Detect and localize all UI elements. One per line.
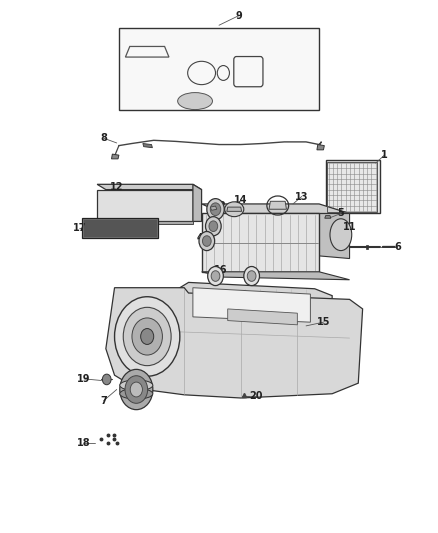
Circle shape — [211, 271, 220, 281]
Circle shape — [199, 231, 215, 251]
Circle shape — [244, 266, 259, 286]
Text: 17: 17 — [73, 223, 86, 233]
Polygon shape — [201, 272, 350, 280]
Polygon shape — [193, 288, 311, 322]
Polygon shape — [319, 206, 350, 259]
Polygon shape — [325, 160, 380, 214]
Text: 9: 9 — [235, 11, 242, 21]
Polygon shape — [201, 214, 319, 272]
Bar — [83, 219, 157, 237]
Text: 20: 20 — [249, 391, 263, 401]
Polygon shape — [106, 288, 363, 398]
Ellipse shape — [120, 380, 153, 391]
Text: 19: 19 — [78, 374, 91, 384]
Circle shape — [115, 297, 180, 376]
Circle shape — [132, 318, 162, 355]
Ellipse shape — [225, 202, 244, 216]
Text: 4: 4 — [197, 233, 203, 244]
Circle shape — [123, 308, 171, 366]
Bar — [119, 28, 319, 110]
Text: 5: 5 — [338, 208, 344, 219]
Polygon shape — [176, 282, 332, 330]
Circle shape — [247, 271, 256, 281]
Circle shape — [130, 382, 142, 397]
Polygon shape — [210, 206, 217, 211]
Circle shape — [202, 236, 211, 246]
Bar — [82, 218, 158, 238]
Text: 1: 1 — [381, 150, 388, 160]
Circle shape — [102, 374, 111, 385]
Text: 6: 6 — [394, 242, 401, 252]
Polygon shape — [97, 221, 193, 224]
Text: 11: 11 — [343, 222, 357, 232]
Polygon shape — [193, 184, 201, 221]
Text: 3: 3 — [211, 218, 218, 228]
Text: 18: 18 — [77, 438, 91, 448]
Text: 13: 13 — [295, 191, 308, 201]
Text: 2: 2 — [218, 201, 225, 211]
Ellipse shape — [178, 93, 212, 110]
Circle shape — [207, 199, 224, 220]
Polygon shape — [317, 144, 324, 150]
Polygon shape — [143, 143, 152, 148]
Ellipse shape — [120, 389, 153, 399]
Circle shape — [210, 203, 221, 216]
Circle shape — [141, 328, 154, 344]
Polygon shape — [201, 204, 350, 214]
Text: 7: 7 — [100, 395, 107, 406]
Polygon shape — [325, 216, 331, 218]
Ellipse shape — [330, 219, 352, 251]
Polygon shape — [97, 184, 201, 190]
Circle shape — [205, 216, 221, 236]
Polygon shape — [366, 245, 368, 249]
Circle shape — [120, 369, 153, 410]
Text: 12: 12 — [110, 182, 124, 192]
Circle shape — [209, 221, 218, 231]
Text: 8: 8 — [100, 133, 107, 143]
Text: 15: 15 — [317, 317, 330, 327]
Circle shape — [125, 376, 148, 403]
Circle shape — [208, 266, 223, 286]
Text: 16: 16 — [215, 265, 228, 274]
Polygon shape — [97, 190, 193, 221]
Polygon shape — [269, 201, 286, 209]
Text: 14: 14 — [234, 195, 247, 205]
Text: 10: 10 — [127, 323, 141, 333]
Polygon shape — [112, 154, 119, 159]
Polygon shape — [227, 207, 242, 212]
Polygon shape — [228, 309, 297, 325]
